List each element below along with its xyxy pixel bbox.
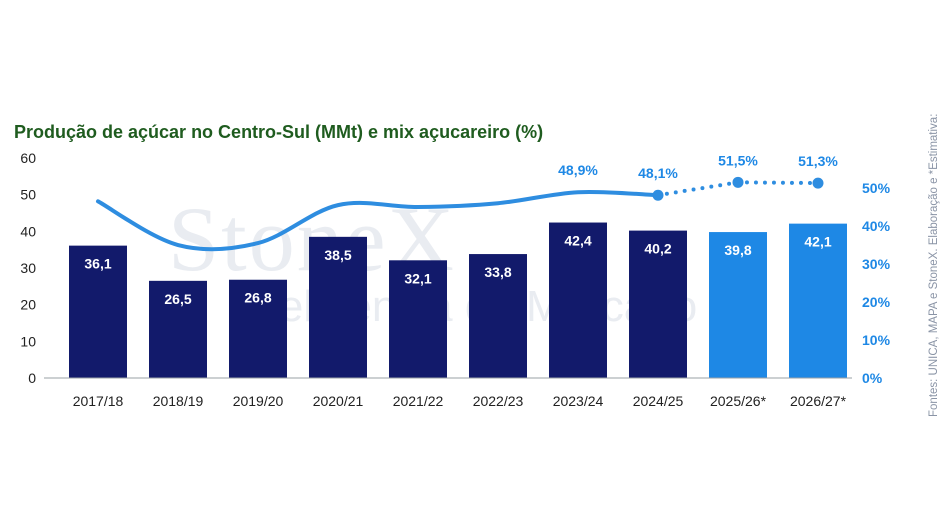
bar xyxy=(789,223,847,378)
mix-value-label: 51,3% xyxy=(798,153,838,169)
x-axis: 2017/18 2018/19 2019/20 2020/21 2021/22 2022/… xyxy=(44,377,852,409)
bar xyxy=(709,232,767,378)
bar-value-label: 33,8 xyxy=(484,264,511,280)
bar xyxy=(309,236,367,378)
y-left-tick-label: 60 xyxy=(20,150,36,166)
mix-line-series xyxy=(96,176,824,252)
bar-value-label: 36,1 xyxy=(84,256,111,272)
bar xyxy=(549,222,607,378)
mix-value-labels: 48,9% 48,1% 51,5% 51,3% xyxy=(558,152,838,181)
source-note: Fontes: UNICA, MAPA e StoneX. Elaboração… xyxy=(928,113,940,417)
bar-value-label: 26,5 xyxy=(164,291,191,307)
bar-value-label: 39,8 xyxy=(724,242,751,258)
mix-line-marker xyxy=(812,177,824,189)
x-tick-label: 2018/19 xyxy=(153,393,204,409)
x-tick-label: 2020/21 xyxy=(313,393,364,409)
x-tick-label: 2025/26* xyxy=(710,393,767,409)
bar-value-label: 38,5 xyxy=(324,247,351,263)
mix-line-marker xyxy=(652,189,664,201)
bar-value-label: 42,4 xyxy=(564,233,591,249)
x-tick-label: 2017/18 xyxy=(73,393,124,409)
y-right-tick-label: 0% xyxy=(862,370,883,386)
x-tick-label: 2023/24 xyxy=(553,393,604,409)
mix-value-label: 48,1% xyxy=(638,165,678,181)
y-right-tick-label: 30% xyxy=(862,256,891,272)
mix-value-label: 48,9% xyxy=(558,162,598,178)
bar xyxy=(69,245,127,378)
chart-title: Produção de açúcar no Centro-Sul (MMt) e… xyxy=(14,122,544,142)
bar xyxy=(629,230,687,378)
mix-value-label: 51,5% xyxy=(718,152,758,168)
bar-value-label: 42,1 xyxy=(804,234,831,250)
x-tick-label: 2019/20 xyxy=(233,393,284,409)
x-tick-label: 2026/27* xyxy=(790,393,847,409)
y-right-tick-label: 10% xyxy=(862,332,891,348)
x-tick-label: 2022/23 xyxy=(473,393,524,409)
y-left-tick-label: 20 xyxy=(20,297,36,313)
y-left-tick-label: 30 xyxy=(20,260,36,276)
bar-value-label: 26,8 xyxy=(244,290,271,306)
mix-line-marker xyxy=(732,176,744,188)
y-right-tick-label: 20% xyxy=(862,294,891,310)
right-y-axis: 0% 10% 20% 30% 40% 50% xyxy=(862,180,891,386)
bar-value-labels: 36,1 26,5 26,8 38,5 32,1 33,8 42,4 40,2 39,8 42,1 xyxy=(84,233,831,307)
y-left-tick-label: 40 xyxy=(20,223,36,239)
bar-value-label: 40,2 xyxy=(644,241,671,257)
bar xyxy=(149,280,207,378)
y-right-tick-label: 50% xyxy=(862,180,891,196)
bar xyxy=(229,279,287,378)
y-left-tick-label: 50 xyxy=(20,187,36,203)
x-tick-label: 2021/22 xyxy=(393,393,444,409)
x-tick-label: 2024/25 xyxy=(633,393,684,409)
bar xyxy=(389,260,447,378)
bar xyxy=(469,254,527,378)
y-left-tick-label: 10 xyxy=(20,333,36,349)
y-right-tick-label: 40% xyxy=(862,218,891,234)
left-y-axis: 0 10 20 30 40 50 60 xyxy=(20,150,36,386)
y-left-tick-label: 0 xyxy=(28,370,36,386)
bar-value-label: 32,1 xyxy=(404,270,431,286)
mix-line-historical xyxy=(96,189,660,252)
bar-series xyxy=(69,222,847,378)
